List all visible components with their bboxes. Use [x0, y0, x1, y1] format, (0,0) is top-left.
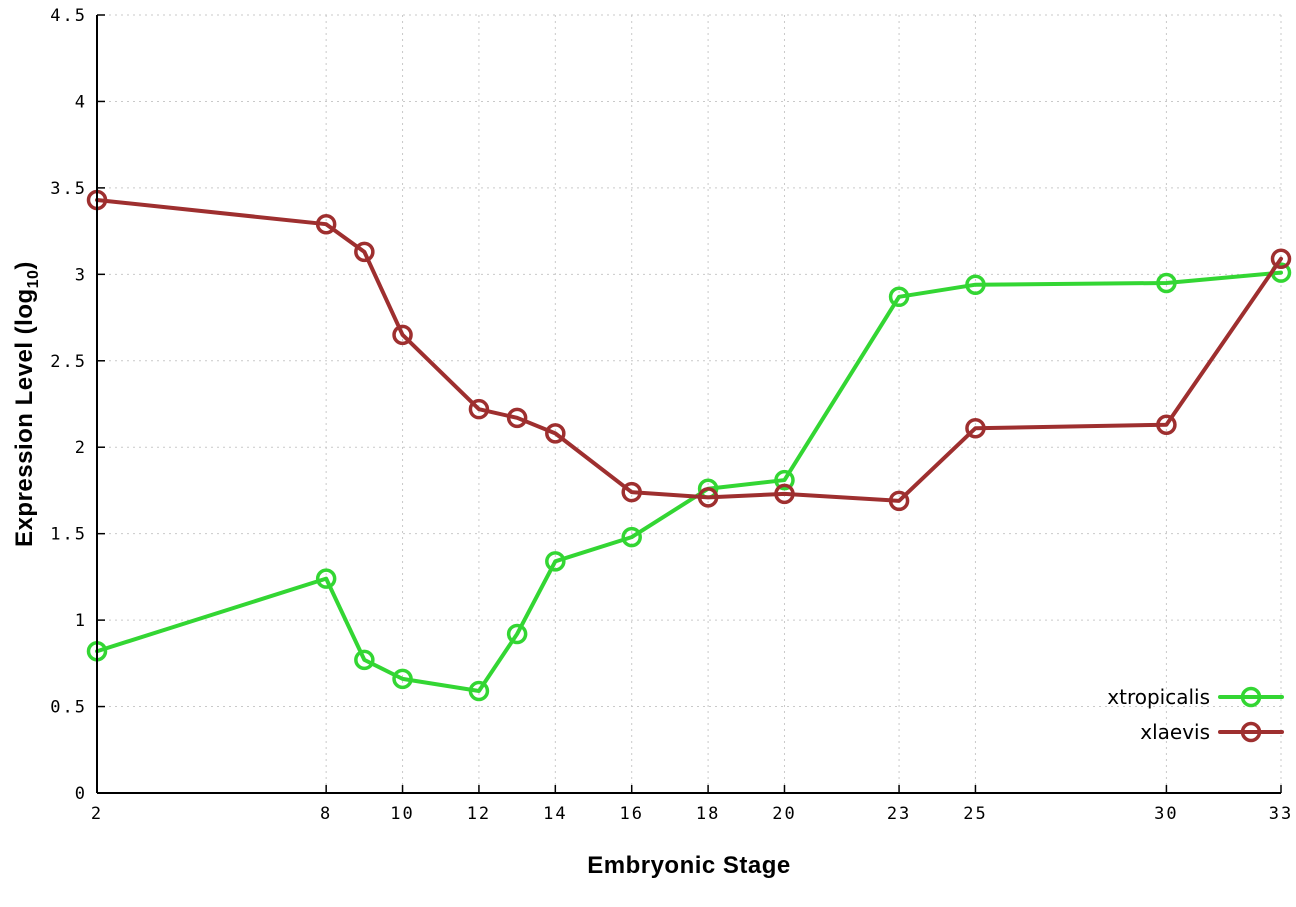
- series-xtropicalis-marker: [888, 286, 910, 308]
- y-axis-label-main: Expression Level (log: [11, 288, 39, 547]
- series-xtropicalis-marker: [545, 551, 566, 572]
- y-tick-label: 2.5: [50, 352, 87, 372]
- series-xtropicalis-line: [95, 270, 1283, 693]
- series-xlaevis-marker: [774, 483, 795, 505]
- x-tick-label: 12: [467, 804, 491, 824]
- y-axis-label: Expression Level (log10): [11, 261, 43, 547]
- x-tick-label: 10: [390, 804, 414, 824]
- x-tick-label: 16: [619, 804, 643, 824]
- legend-label-xlaevis: xlaevis: [1140, 720, 1210, 744]
- series-xtropicalis-marker: [965, 274, 986, 295]
- y-tick-label: 4.5: [50, 6, 87, 26]
- y-tick-label: 2: [75, 438, 87, 458]
- legend-marker-xtropicalis: [1240, 686, 1262, 708]
- legend-label-xtropicalis: xtropicalis: [1107, 685, 1210, 709]
- series-xlaevis-line: [95, 197, 1283, 503]
- series-xtropicalis-marker: [315, 568, 337, 589]
- y-tick-label: 0: [75, 784, 87, 804]
- y-axis-label-end: ): [11, 261, 39, 270]
- x-tick-label: 30: [1154, 804, 1178, 824]
- x-tick-label: 23: [887, 804, 911, 824]
- y-tick-label: 3.5: [50, 179, 87, 199]
- x-tick-label: 8: [320, 804, 332, 824]
- series-xlaevis-marker: [354, 241, 375, 263]
- series-xtropicalis-marker: [774, 469, 795, 491]
- series-xtropicalis-marker: [354, 649, 375, 671]
- series-xtropicalis-marker: [468, 680, 490, 702]
- series-xlaevis-marker: [392, 324, 413, 346]
- series-xlaevis-marker: [1270, 248, 1292, 270]
- x-axis-label: Embryonic Stage: [587, 852, 791, 879]
- series-xlaevis-marker: [545, 423, 566, 444]
- series-xlaevis-marker: [621, 481, 642, 503]
- x-tick-label: 2: [91, 804, 103, 824]
- series-xtropicalis-marker: [506, 623, 528, 645]
- x-tick-label: 14: [543, 804, 567, 824]
- y-tick-label: 1.5: [50, 525, 87, 545]
- series-xlaevis-marker: [1156, 414, 1177, 435]
- series-xtropicalis-marker: [621, 526, 642, 548]
- y-tick-label: 1: [75, 611, 87, 631]
- y-tick-label: 4: [75, 92, 87, 112]
- series-xlaevis-marker: [315, 213, 337, 235]
- y-axis-label-subscript: 10: [24, 269, 42, 289]
- series-xlaevis-marker: [965, 417, 986, 439]
- x-tick-label: 25: [963, 804, 987, 824]
- legend-marker-xlaevis: [1240, 721, 1262, 743]
- series-xtropicalis-marker: [1156, 272, 1177, 294]
- x-tick-label: 20: [772, 804, 796, 824]
- x-tick-label: 33: [1269, 804, 1293, 824]
- x-tick-label: 18: [696, 804, 720, 824]
- y-tick-label: 3: [75, 265, 87, 285]
- series-xlaevis-marker: [468, 398, 490, 420]
- series-xlaevis-marker: [697, 487, 719, 508]
- series-xlaevis-marker: [888, 490, 910, 512]
- y-tick-label: 0.5: [50, 698, 87, 718]
- series-xlaevis-marker: [506, 407, 528, 429]
- series-xtropicalis-marker: [392, 668, 413, 690]
